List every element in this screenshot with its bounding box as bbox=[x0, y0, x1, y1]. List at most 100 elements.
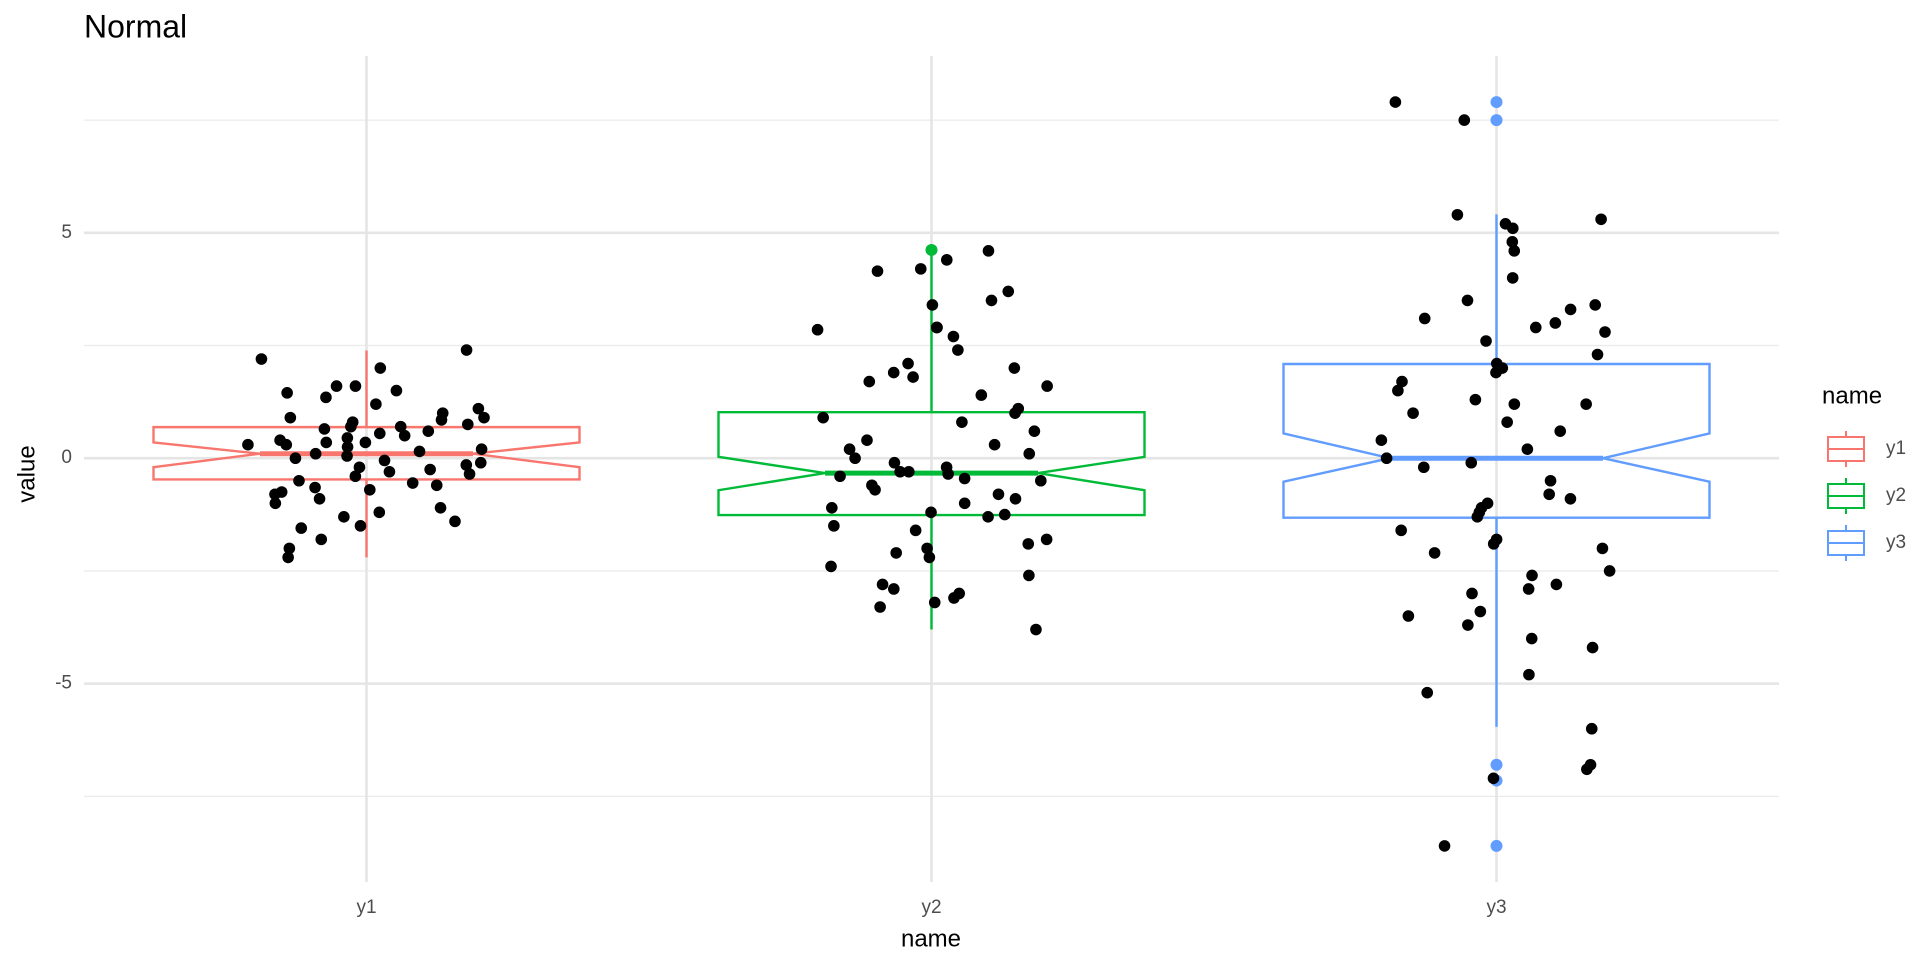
grid bbox=[84, 56, 1779, 882]
y-tick-label: 0 bbox=[61, 447, 72, 468]
jitter-point bbox=[902, 357, 914, 370]
x-tick-label: y1 bbox=[356, 897, 376, 918]
jitter-point bbox=[988, 438, 1001, 451]
jitter-point bbox=[1395, 524, 1407, 537]
jitter-point bbox=[985, 294, 998, 307]
jitter-point bbox=[330, 380, 343, 392]
jitter-point bbox=[338, 511, 350, 523]
jitter-point bbox=[472, 402, 485, 415]
jitter-point bbox=[269, 497, 282, 510]
jitter-point bbox=[341, 432, 354, 444]
jitter-point bbox=[1529, 321, 1542, 334]
jitter-point bbox=[843, 443, 856, 456]
jitter-point bbox=[942, 468, 954, 480]
jitter-point bbox=[349, 470, 362, 483]
jitter-point bbox=[890, 547, 902, 559]
jitter-point bbox=[863, 375, 876, 388]
jitter-point bbox=[1417, 461, 1430, 474]
legend-title: name bbox=[1822, 382, 1882, 409]
jitter-point bbox=[1428, 547, 1441, 559]
jitter-point bbox=[1471, 511, 1484, 523]
jitter-point bbox=[1487, 772, 1500, 785]
jitter-point bbox=[434, 502, 447, 514]
jitter-point bbox=[1599, 326, 1611, 338]
jitter-point bbox=[902, 465, 915, 478]
jitter-point bbox=[909, 524, 922, 537]
jitter-point bbox=[413, 445, 426, 458]
jitter-point bbox=[1438, 840, 1451, 852]
y-tick-label: 5 bbox=[61, 222, 72, 243]
jitter-point bbox=[460, 344, 473, 356]
jitter-point bbox=[474, 456, 487, 469]
jitter-point bbox=[461, 418, 474, 431]
jitter-point bbox=[370, 398, 382, 410]
jitter-point bbox=[817, 411, 829, 424]
jitter-point bbox=[1458, 114, 1471, 126]
jitter-point bbox=[1490, 366, 1502, 379]
jitter-point bbox=[373, 506, 386, 519]
jitter-point bbox=[435, 414, 448, 426]
jitter-point bbox=[1589, 299, 1602, 311]
jitter-point bbox=[1465, 456, 1478, 469]
outlier bbox=[1490, 114, 1503, 127]
jitter-point bbox=[1009, 492, 1022, 505]
jitter-point bbox=[1462, 619, 1474, 631]
box bbox=[152, 425, 581, 481]
jitter-point bbox=[1596, 542, 1609, 555]
jitter-point bbox=[1421, 686, 1434, 699]
jitter-point bbox=[907, 371, 919, 383]
jitter-point bbox=[894, 465, 906, 478]
x-tick-label: y2 bbox=[921, 897, 941, 918]
jitter-point bbox=[828, 520, 840, 532]
jitter-point bbox=[354, 520, 367, 532]
jitter-point bbox=[1480, 335, 1492, 347]
jitter-point bbox=[1507, 222, 1519, 235]
jitter-point bbox=[1595, 213, 1607, 226]
jitter-point bbox=[825, 560, 837, 573]
x-axis-label: name bbox=[901, 925, 961, 952]
jitter-point bbox=[1396, 375, 1408, 388]
box bbox=[1282, 362, 1711, 519]
jitter-point bbox=[309, 447, 322, 460]
jitter-point bbox=[947, 330, 960, 343]
box-group bbox=[152, 344, 581, 564]
jitter-point bbox=[373, 427, 386, 440]
jitter-point bbox=[394, 420, 407, 433]
legend-label: y1 bbox=[1886, 438, 1906, 459]
jitter-point bbox=[1564, 492, 1577, 505]
jitter-point bbox=[876, 578, 889, 591]
jitter-point bbox=[914, 263, 927, 275]
jitter-point bbox=[353, 461, 366, 474]
jitter-point bbox=[811, 323, 824, 336]
jitter-point bbox=[992, 488, 1005, 501]
jitter-point bbox=[1375, 434, 1388, 446]
jitter-point bbox=[921, 542, 933, 555]
jitter-point bbox=[284, 411, 297, 424]
jitter-point bbox=[313, 492, 326, 505]
jitter-point bbox=[925, 506, 937, 519]
jitter-point bbox=[1526, 569, 1538, 582]
jitter-point bbox=[1461, 294, 1474, 307]
chart-title: Normal bbox=[84, 8, 187, 44]
jitter-point bbox=[1586, 641, 1599, 654]
jitter-point bbox=[888, 456, 901, 469]
jitter-point bbox=[834, 470, 846, 483]
jitter-point bbox=[1418, 312, 1431, 325]
jitter-point bbox=[475, 443, 488, 456]
jitter-point bbox=[982, 245, 995, 257]
jitter-point bbox=[1466, 587, 1478, 600]
jitter-point bbox=[1407, 407, 1419, 419]
jitter-point bbox=[341, 441, 354, 453]
jitter-point bbox=[449, 515, 461, 528]
jitter-point bbox=[926, 299, 939, 311]
jitter-point bbox=[1508, 398, 1521, 410]
jitter-point bbox=[422, 425, 435, 437]
jitter-point bbox=[874, 601, 886, 613]
box-group bbox=[717, 243, 1146, 636]
jitter-point bbox=[958, 497, 971, 510]
jitter-point bbox=[398, 429, 411, 442]
jitter-point bbox=[280, 438, 293, 451]
jitter-point bbox=[1508, 245, 1521, 257]
jitter-point bbox=[1041, 380, 1053, 392]
